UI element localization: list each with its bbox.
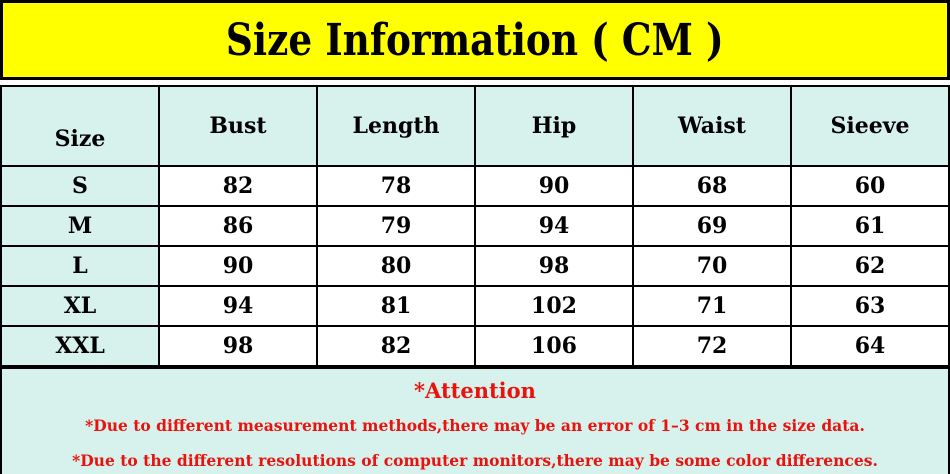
row-header-size: M <box>0 205 160 247</box>
table-cell: 106 <box>474 325 634 367</box>
table-cell: 90 <box>474 165 634 207</box>
column-header-bust: Bust <box>158 85 318 167</box>
attention-title: *Attention <box>414 378 536 403</box>
table-cell: 72 <box>632 325 792 367</box>
title-banner: Size Information ( CM ) <box>0 0 950 80</box>
column-header-waist: Waist <box>632 85 792 167</box>
table-cell: 68 <box>632 165 792 207</box>
column-header-length: Length <box>316 85 476 167</box>
column-header-size: Size <box>0 85 160 167</box>
attention-box: *Attention *Due to different measurement… <box>0 367 950 474</box>
table-cell: 86 <box>158 205 318 247</box>
table-cell: 69 <box>632 205 792 247</box>
table-cell: 79 <box>316 205 476 247</box>
table-row-l: L 90 80 98 70 62 <box>0 245 950 287</box>
table-cell: 102 <box>474 285 634 327</box>
page-title: Size Information ( CM ) <box>226 14 724 66</box>
table-cell: 71 <box>632 285 792 327</box>
table-cell: 90 <box>158 245 318 287</box>
row-header-size: XL <box>0 285 160 327</box>
table-cell: 62 <box>790 245 950 287</box>
table-cell: 81 <box>316 285 476 327</box>
row-header-size: S <box>0 165 160 207</box>
table-cell: 82 <box>316 325 476 367</box>
attention-note-color: *Due to the different resolutions of com… <box>72 451 878 470</box>
table-cell: 82 <box>158 165 318 207</box>
table-row-s: S 82 78 90 68 60 <box>0 165 950 207</box>
table-cell: 80 <box>316 245 476 287</box>
table-row-m: M 86 79 94 69 61 <box>0 205 950 247</box>
table-cell: 94 <box>474 205 634 247</box>
column-header-sieeve: Sieeve <box>790 85 950 167</box>
table-cell: 61 <box>790 205 950 247</box>
table-cell: 63 <box>790 285 950 327</box>
table-cell: 98 <box>158 325 318 367</box>
table-cell: 60 <box>790 165 950 207</box>
attention-note-measurement: *Due to different measurement methods,th… <box>85 416 865 435</box>
size-table: Size Bust Length Hip Waist Sieeve S 82 7… <box>0 85 950 367</box>
table-cell: 64 <box>790 325 950 367</box>
table-row-xxl: XXL 98 82 106 72 64 <box>0 325 950 367</box>
table-cell: 70 <box>632 245 792 287</box>
table-cell: 78 <box>316 165 476 207</box>
table-cell: 94 <box>158 285 318 327</box>
table-cell: 98 <box>474 245 634 287</box>
row-header-size: XXL <box>0 325 160 367</box>
column-header-hip: Hip <box>474 85 634 167</box>
table-row-xl: XL 94 81 102 71 63 <box>0 285 950 327</box>
row-header-size: L <box>0 245 160 287</box>
table-header-row: Size Bust Length Hip Waist Sieeve <box>0 85 950 167</box>
